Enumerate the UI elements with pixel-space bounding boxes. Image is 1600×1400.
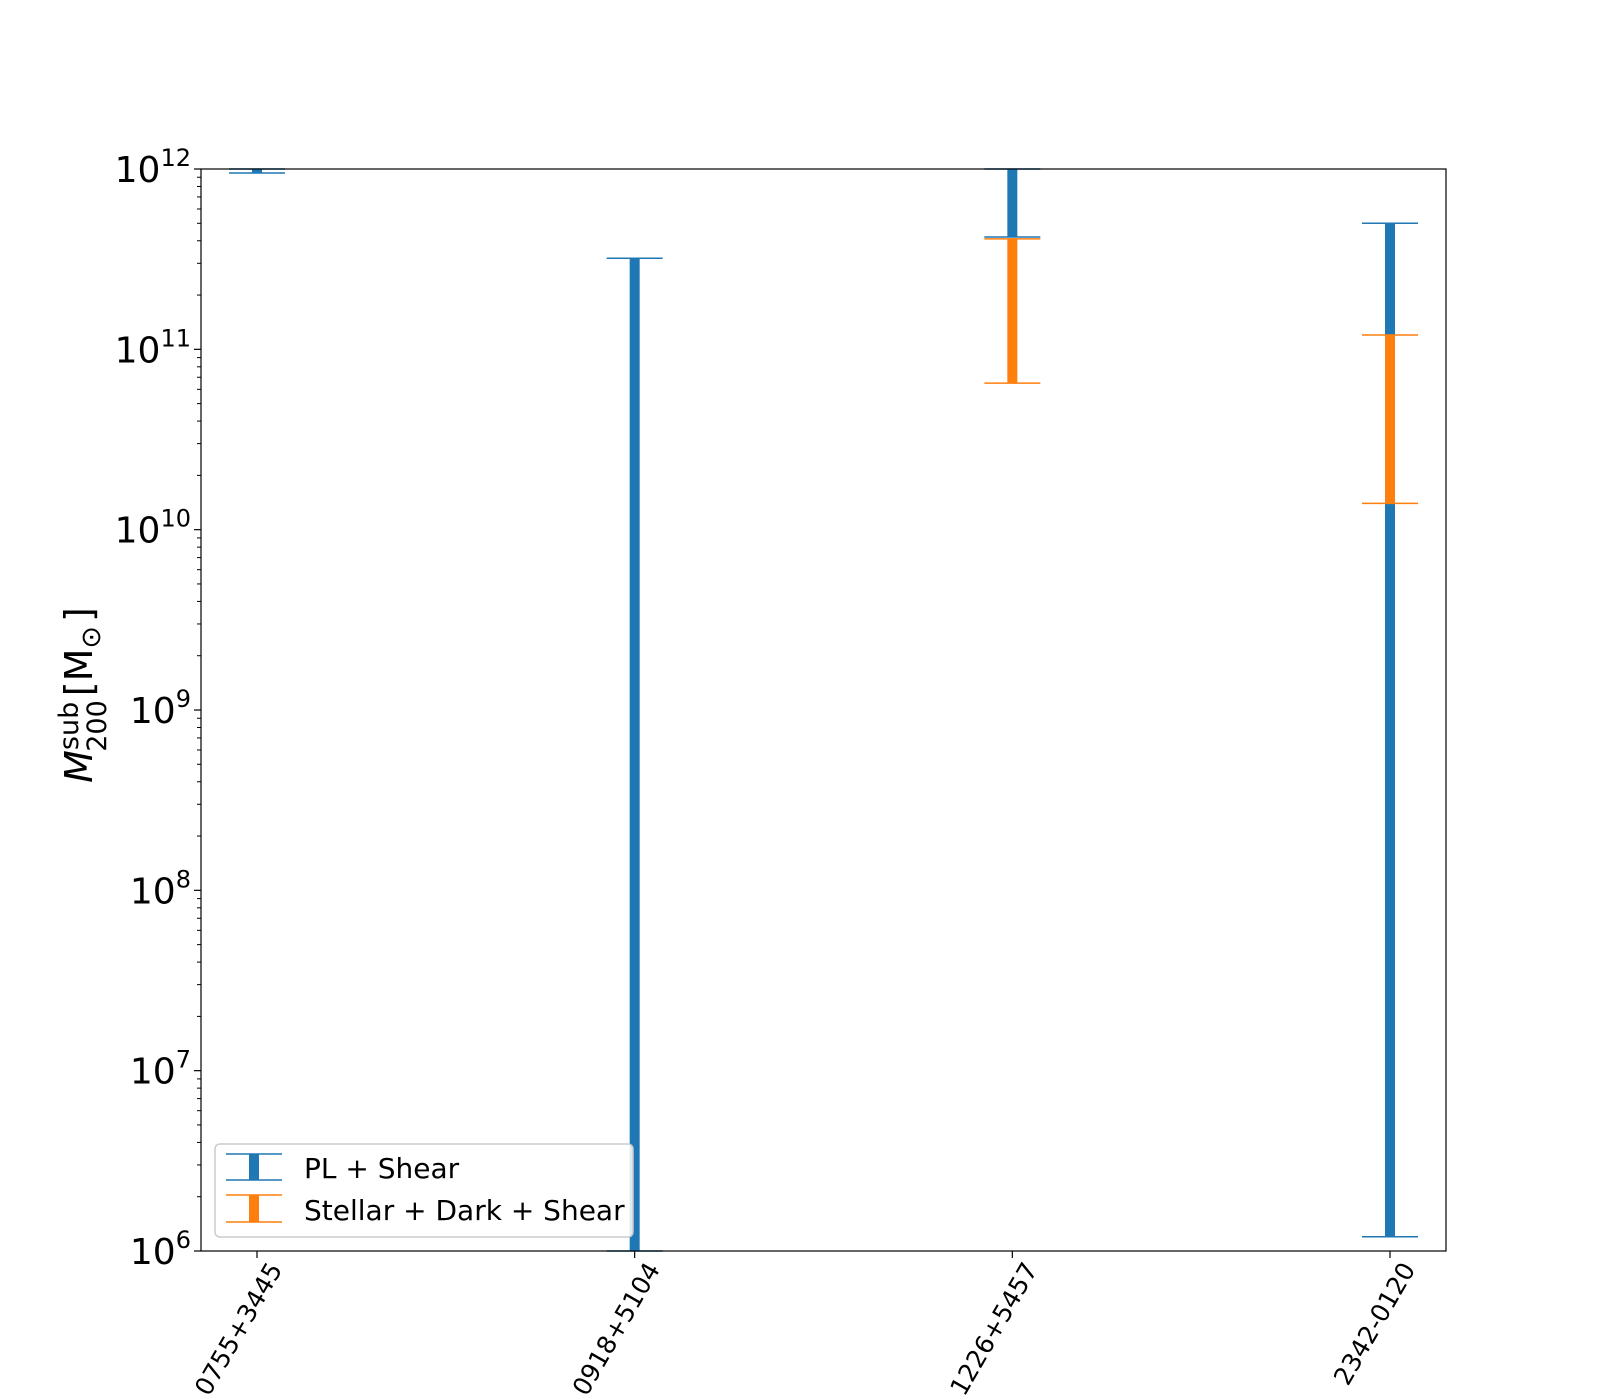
y-tick-label: 1011	[115, 324, 191, 371]
legend-entry-stellar-dark-shear: Stellar + Dark + Shear	[226, 1194, 625, 1227]
y-tick-label: 1012	[115, 144, 191, 191]
y-tick-base: 10	[130, 871, 176, 912]
legend: PL + Shear Stellar + Dark + Shear	[214, 1143, 634, 1238]
legend-box	[214, 1143, 634, 1238]
axes-frame	[200, 168, 1447, 1252]
errorbar-2342-0120	[1362, 334, 1418, 505]
y-tick-label: 1010	[115, 505, 191, 552]
y-tick-label: 108	[130, 865, 191, 912]
y-axis-label: Msub200[M⊙]	[54, 607, 113, 783]
y-tick-label: 107	[130, 1046, 191, 1093]
legend-label: Stellar + Dark + Shear	[304, 1194, 625, 1227]
y-tick-base: 10	[130, 691, 176, 732]
y-minor-ticks	[197, 176, 201, 1198]
y-tick-exponent: 11	[160, 324, 191, 352]
y-tick-exponent: 8	[176, 865, 191, 893]
y-tick-exponent: 7	[176, 1046, 191, 1074]
y-tick-base: 10	[130, 1232, 176, 1273]
errorbar-1226+5457	[984, 238, 1041, 384]
y-tick-exponent: 12	[160, 144, 191, 172]
y-tick-label: 106	[130, 1226, 191, 1273]
legend-label: PL + Shear	[304, 1152, 460, 1185]
y-tick-exponent: 6	[176, 1226, 191, 1254]
legend-entry-pl-shear: PL + Shear	[226, 1152, 460, 1185]
y-tick-exponent: 10	[160, 505, 191, 533]
y-tick-base: 10	[115, 330, 161, 371]
y-tick-base: 10	[115, 511, 161, 552]
y-tick-exponent: 9	[176, 685, 191, 713]
y-tick-label: 109	[130, 685, 191, 732]
error-bars	[229, 168, 1418, 1252]
y-tick-base: 10	[115, 150, 161, 191]
y-tick-base: 10	[130, 1052, 176, 1093]
